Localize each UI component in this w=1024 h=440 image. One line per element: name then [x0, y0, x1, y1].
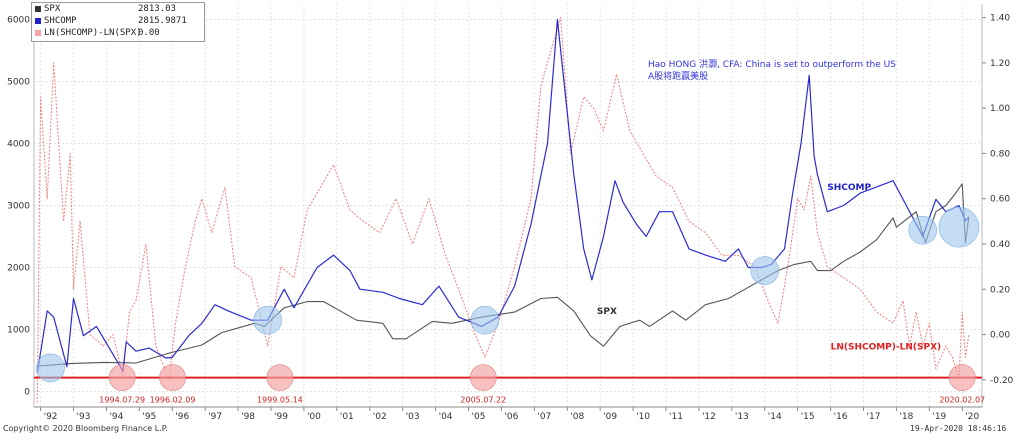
axes: 0 1000 2000 3000 4000 5000 6000 -0.20 0.00 0.20 0.… [7, 4, 1014, 422]
left-tick-label: 0 [24, 388, 30, 398]
right-tick-label: 0.00 [990, 331, 1010, 341]
right-tick-label: 0.60 [990, 195, 1010, 205]
shcomp-line [36, 18, 970, 373]
ratio-series-layer [36, 17, 970, 403]
x-tick-label: '20 [965, 412, 979, 422]
legend-swatch-shcomp [35, 18, 41, 24]
annotation-line-2: A股将跑赢美股 [648, 70, 708, 82]
trough-circle [948, 364, 976, 391]
ratio-line [36, 17, 970, 403]
legend-item-shcomp: SHCOMP 2815.9871 [32, 15, 204, 27]
x-tick-label: '11 [669, 412, 683, 422]
trough-date-label: 2020.02.07 [939, 396, 985, 405]
x-tick-label: '07 [537, 412, 551, 422]
highlight-circle [908, 216, 938, 245]
x-tick-label: '01 [340, 412, 354, 422]
left-tick-label: 1000 [7, 326, 30, 336]
marker-layer: 1994.07.29 1996.02.09 1999.05.14 2005.07.22… [34, 206, 985, 405]
x-tick-label: '19 [932, 412, 946, 422]
trough-date-label: 2005.07.22 [460, 396, 506, 405]
right-tick-label: 1.40 [990, 14, 1010, 24]
x-tick-label: '92 [44, 412, 58, 422]
x-tick-label: '02 [373, 412, 387, 422]
x-tick-label: '09 [603, 412, 617, 422]
highlight-circle [938, 206, 980, 248]
right-tick-label: 0.20 [990, 285, 1010, 295]
x-tick-label: '99 [274, 412, 288, 422]
legend-value-ratio: 0.00 [138, 28, 160, 38]
legend-label-ratio: LN(SHCOMP)-LN(SPX) [44, 28, 142, 38]
trough-date-label: 1999.05.14 [257, 396, 303, 405]
x-tick-label: '94 [109, 412, 123, 422]
annotation-line-1: Hao HONG 洪灏, CFA: China is set to outper… [648, 58, 896, 70]
x-tick-label: '97 [208, 412, 222, 422]
timestamp-text: 19-Apr-2020 18:46:16 [910, 424, 1007, 433]
x-tick-label: '08 [570, 412, 584, 422]
left-tick-label: 5000 [7, 78, 30, 88]
legend-item-spx: SPX 2813.03 [32, 3, 204, 15]
trough-circle [266, 364, 294, 391]
x-tick-label: '95 [142, 412, 156, 422]
legend-label-shcomp: SHCOMP [44, 16, 77, 26]
highlight-circle [253, 305, 283, 335]
x-tick-label: '96 [175, 412, 189, 422]
trough-date-label: 1994.07.29 [99, 396, 145, 405]
legend-swatch-ratio [35, 30, 41, 36]
x-tick-label: '13 [735, 412, 749, 422]
series-label: SHCOMP [827, 183, 871, 193]
x-tick-label: '00 [307, 412, 321, 422]
x-tick-label: '12 [702, 412, 716, 422]
legend-value-shcomp: 2815.9871 [138, 16, 187, 26]
left-tick-label: 6000 [7, 16, 30, 26]
label-layer: SHCOMP SPX LN(SHCOMP)-LN(SPX) Hao HONG 洪灏, … [597, 58, 941, 352]
highlight-circle [36, 353, 65, 383]
right-tick-label: -0.20 [990, 376, 1014, 386]
legend-label-spx: SPX [44, 4, 61, 14]
x-tick-label: '15 [801, 412, 815, 422]
x-tick-label: '18 [899, 412, 913, 422]
left-tick-label: 3000 [7, 202, 30, 212]
series-label: LN(SHCOMP)-LN(SPX) [831, 342, 942, 352]
series-label: SPX [597, 307, 617, 317]
trough-circle [470, 364, 497, 391]
legend: SPX 2813.03 SHCOMP 2815.9871 LN(SHCOMP)-… [31, 2, 205, 42]
right-tick-label: 1.20 [990, 59, 1010, 69]
trough-circle [159, 364, 186, 391]
x-tick-label: '05 [472, 412, 486, 422]
trough-circle [108, 364, 136, 391]
left-tick-label: 4000 [7, 140, 30, 150]
copyright-text: Copyright© 2020 Bloomberg Finance L.P. [3, 424, 168, 433]
x-tick-label: '98 [241, 412, 255, 422]
legend-item-ratio: LN(SHCOMP)-LN(SPX) 0.00 [32, 27, 204, 39]
x-tick-label: '16 [834, 412, 848, 422]
legend-value-spx: 2813.03 [138, 4, 176, 14]
right-tick-label: 1.00 [990, 104, 1010, 114]
x-tick-label: '14 [768, 412, 782, 422]
x-tick-label: '93 [77, 412, 91, 422]
right-tick-label: 0.80 [990, 149, 1010, 159]
left-tick-label: 2000 [7, 264, 30, 274]
x-tick-label: '17 [867, 412, 881, 422]
right-tick-label: 0.40 [990, 240, 1010, 250]
x-tick-label: '04 [439, 412, 453, 422]
shcomp-series-layer [36, 18, 970, 373]
x-tick-label: '10 [636, 412, 650, 422]
x-tick-label: '06 [504, 412, 518, 422]
highlight-circle [750, 256, 780, 285]
legend-swatch-spx [35, 6, 41, 12]
highlight-circle [470, 305, 500, 335]
trough-date-label: 1996.02.09 [150, 396, 196, 405]
x-tick-label: '03 [406, 412, 420, 422]
